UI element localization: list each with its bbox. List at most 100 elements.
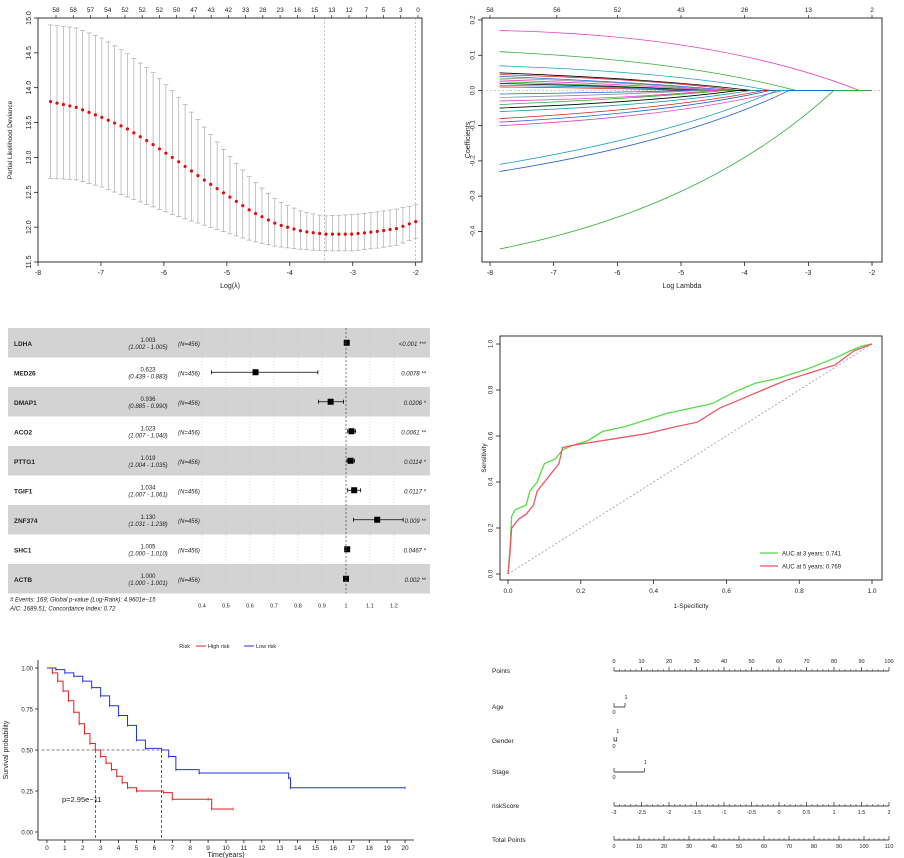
confidence-interval: (1.007 - 1.040) <box>128 433 167 439</box>
sample-size: (N=456) <box>178 578 200 584</box>
scale-tick-label: 1 <box>624 695 627 701</box>
deviance-point <box>292 227 296 231</box>
scale-tick-label: -2 <box>667 810 672 816</box>
legend-entry: AUC at 3 years: 0.741 <box>782 552 842 558</box>
deviance-point <box>330 232 335 236</box>
deviance-point <box>55 101 59 105</box>
hr-marker <box>347 457 354 464</box>
deviance-point <box>81 108 85 112</box>
deviance-point <box>241 204 245 208</box>
hr-marker <box>343 575 349 582</box>
footer-events: # Events: 169; Global p-value (Log-Rank)… <box>10 598 156 604</box>
legend-entry: High risk <box>208 644 230 650</box>
p-value: 0.009 ** <box>405 519 427 525</box>
x-tick-label: 0.5 <box>222 604 230 610</box>
scale-tick-label: 100 <box>859 844 868 850</box>
plot-frame <box>481 17 883 263</box>
p-value: 0.002 ** <box>405 578 427 584</box>
deviance-point <box>356 231 360 236</box>
deviance-point <box>260 215 264 219</box>
scale-tick-label: 0.5 <box>803 810 811 816</box>
roc-panel: 0.0 0.2 0.4 0.6 0.8 1.0 0.0 0.2 0.4 0.6 0.8 1.0 1-Sp… <box>481 335 883 610</box>
deviance-point <box>189 169 194 173</box>
gene-label: TGIF1 <box>14 488 33 495</box>
top-tick-label: 57 <box>87 7 95 14</box>
top-tick-label: 26 <box>741 7 749 14</box>
x-tick-label: 20 <box>401 845 409 852</box>
top-tick-label: 13 <box>328 7 336 14</box>
y-tick-label: 0.6 <box>489 431 495 440</box>
x-tick-label: 0 <box>45 845 49 852</box>
deviance-point <box>234 199 238 203</box>
y-axis-label: Coefficients <box>465 121 472 158</box>
scale-tick-label: 1 <box>616 729 619 735</box>
top-tick-label: 16 <box>294 7 302 14</box>
hazard-ratio: 1.000 <box>140 574 156 580</box>
x-tick-label: -4 <box>742 270 748 277</box>
row-shade <box>8 328 430 358</box>
coefficient-path <box>499 74 872 91</box>
x-tick-label: 8 <box>188 845 192 852</box>
survival-curve <box>46 667 406 789</box>
scale-tick-label: 90 <box>836 844 842 850</box>
deviance-point <box>151 143 155 147</box>
scale-tick-label: 80 <box>811 844 817 850</box>
x-tick-label: 9 <box>206 845 210 852</box>
gene-label: ZNF374 <box>14 518 38 525</box>
x-tick-label: 1.2 <box>390 604 398 610</box>
scale-tick-label: 1 <box>644 760 647 766</box>
top-tick-label: 50 <box>173 7 181 14</box>
coefficient-path <box>499 51 872 91</box>
deviance-point <box>382 228 386 233</box>
x-tick-label: 0.4 <box>649 588 658 595</box>
nomogram-row-label: Points <box>492 668 511 675</box>
x-tick-label: 0.8 <box>795 588 804 595</box>
cv-deviance-panel: -8 -7 -6 -5 -4 -3 -2 11.5 12.0 12.5 13.0 13.5 14.0 14… <box>7 7 423 290</box>
x-tick-label: 1.0 <box>867 588 876 595</box>
deviance-point <box>318 231 322 236</box>
deviance-point <box>228 195 232 199</box>
top-tick-label: 43 <box>208 7 216 14</box>
p-value-label: p=2.95e−11 <box>62 795 102 804</box>
scale-tick-label: 60 <box>776 659 782 665</box>
y-tick-label: -0.1 <box>470 120 477 132</box>
lasso-paths-panel: -8 -7 -6 -5 -4 -3 -2 -0.4 -0.3 -0.2 -0.1 0.0 0.1 0.2 5… <box>465 7 883 290</box>
confidence-interval: (1.007 - 1.061) <box>128 492 167 498</box>
x-tick-label: -2 <box>413 270 419 277</box>
y-tick-label: 0.2 <box>489 523 495 532</box>
hazard-ratio: 0.623 <box>140 367 156 373</box>
top-tick-label: 0 <box>416 7 420 14</box>
deviance-point <box>113 121 117 125</box>
scale-tick-label: 10 <box>636 844 642 850</box>
x-tick-label: 0.8 <box>294 604 302 610</box>
p-value: 0.0206 * <box>404 401 427 407</box>
coefficient-path <box>499 90 872 109</box>
deviance-point <box>311 231 315 235</box>
sample-size: (N=456) <box>178 430 200 436</box>
scale-tick-label: -0.5 <box>747 810 756 816</box>
top-tick-label: 52 <box>614 7 622 14</box>
deviance-point <box>132 131 136 135</box>
top-tick-label: 23 <box>276 7 284 14</box>
x-tick-label: -4 <box>287 270 293 277</box>
top-tick-label: 54 <box>104 7 112 14</box>
y-tick-label: 12.5 <box>26 185 33 199</box>
x-tick-label: -3 <box>350 270 356 277</box>
hr-marker <box>327 398 334 405</box>
scale-tick-label: 90 <box>858 659 864 665</box>
deviance-point <box>48 100 53 104</box>
confidence-interval: (1.004 - 1.035) <box>128 463 167 469</box>
gene-label: MED26 <box>14 370 36 377</box>
hazard-ratio: 1.005 <box>140 544 156 550</box>
x-tick-label: 3 <box>99 845 103 852</box>
top-tick-label: 5 <box>382 7 386 14</box>
x-tick-label: -5 <box>678 270 684 277</box>
x-tick-label: -7 <box>551 270 557 277</box>
deviance-point <box>170 155 174 160</box>
deviance-point <box>125 127 130 131</box>
sample-size: (N=456) <box>178 401 200 407</box>
x-tick-label: 0.7 <box>270 604 278 610</box>
top-tick-label: 15 <box>311 7 319 14</box>
deviance-point <box>407 222 411 226</box>
